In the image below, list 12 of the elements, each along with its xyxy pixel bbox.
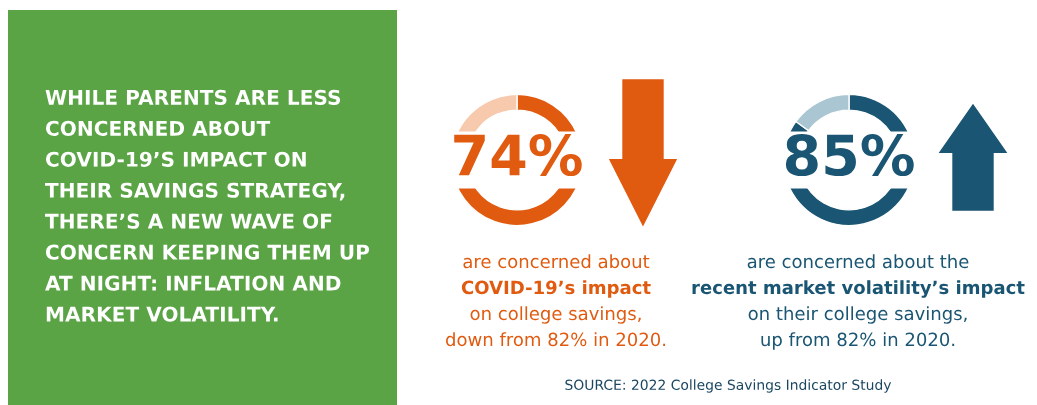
- data-label: 74%: [454, 134, 582, 177]
- text: recent market volatility’s impact: [692, 280, 1025, 298]
- text: up from 82% in 2020.: [761, 332, 955, 350]
- text: on their college savings,: [748, 306, 967, 324]
- text: COVID-19’s impact: [461, 280, 651, 298]
- data-label: 85%: [785, 134, 914, 177]
- text: on college savings,: [470, 306, 641, 324]
- source-note: SOURCE: 2022 College Savings Indicator Study: [565, 379, 892, 393]
- text: are concerned about: [463, 254, 650, 269]
- text: WHILE PARENTS ARE LESS CONCERNED ABOUT COVID-19’S IMPACT ON THEIR SAVINGS STRATEGY, THERE’S A NEW WAVE OF CONCERN KEEPING THEM UP AT NIGHT: INFLATION AND MARKET VOLATILITY.: [45, 89, 370, 322]
- text: down from 82% in 2020.: [446, 332, 666, 347]
- text: are concerned about the: [747, 254, 969, 269]
